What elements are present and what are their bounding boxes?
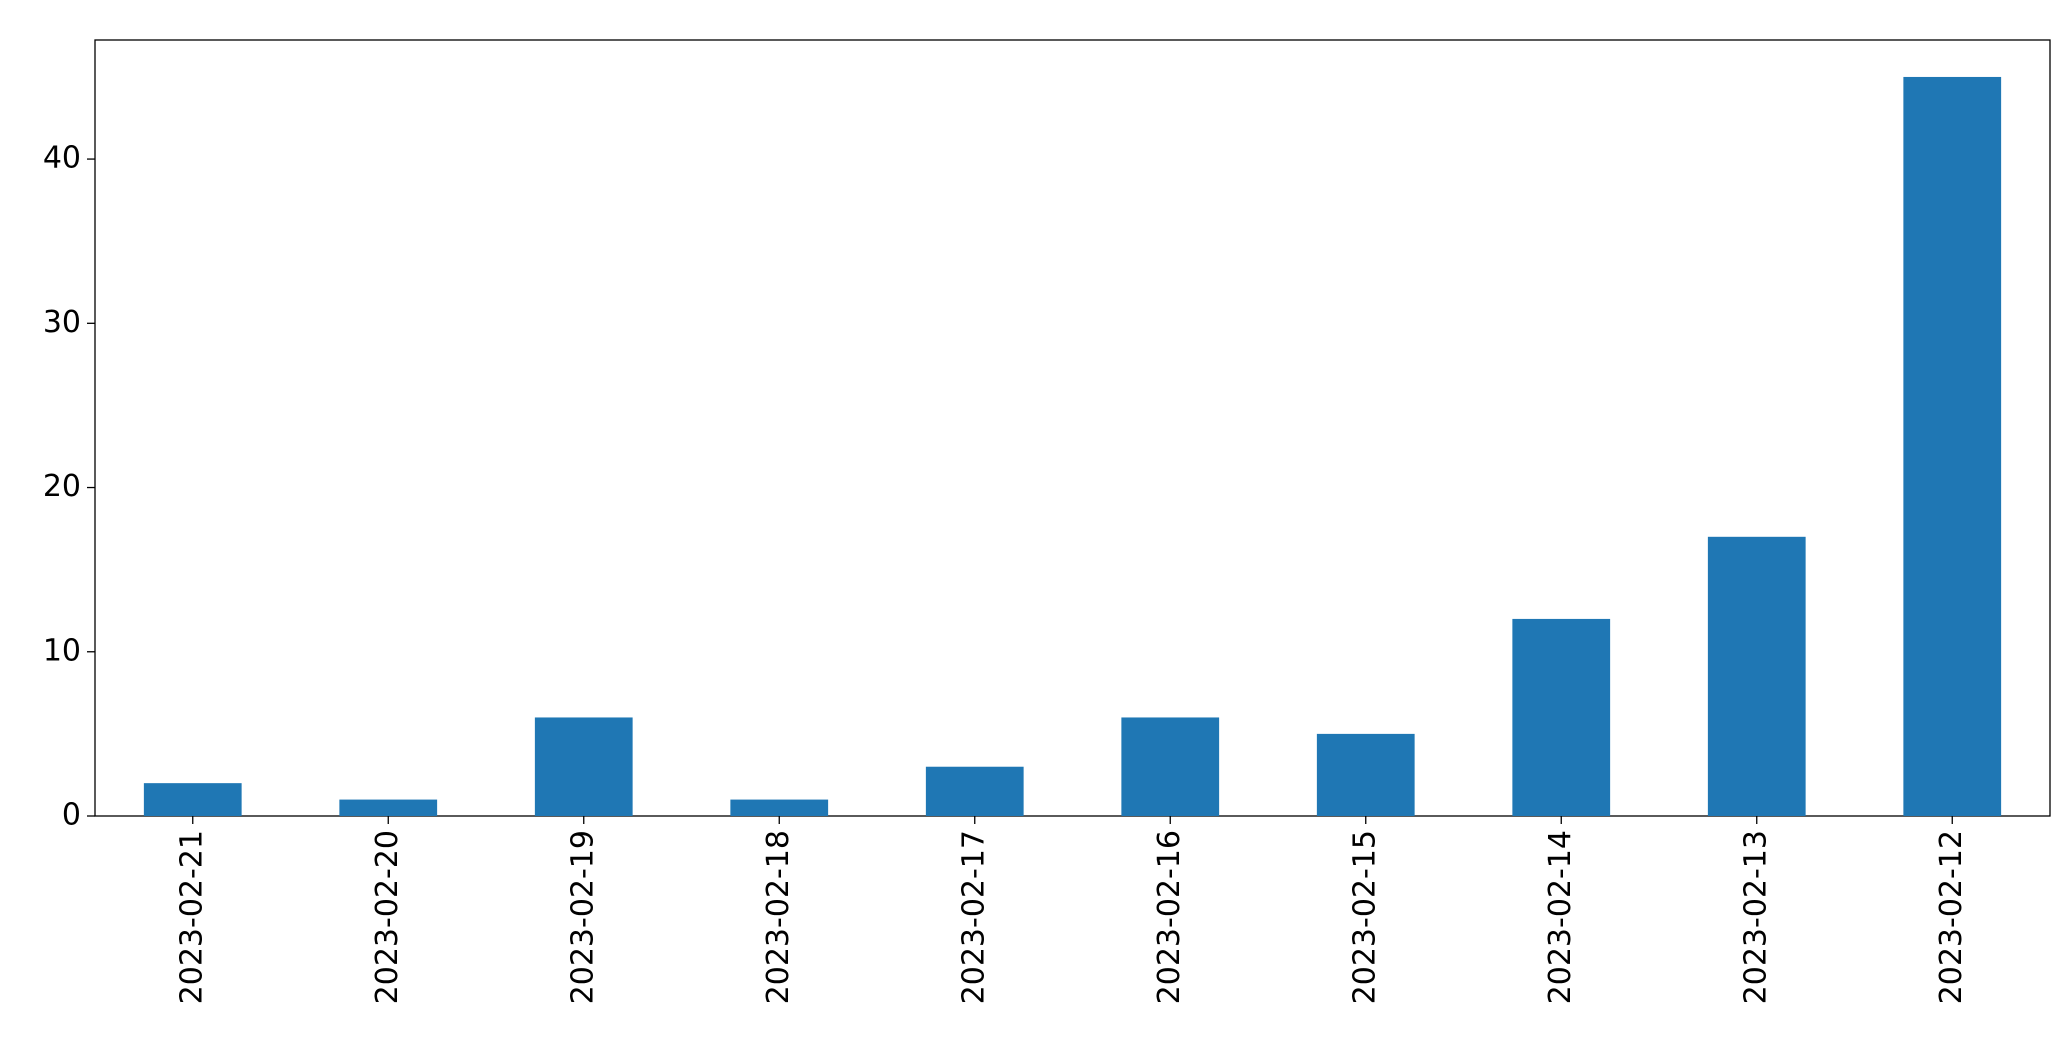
bar: [339, 799, 438, 816]
x-tick-label: 2023-02-19: [565, 830, 600, 1004]
bar: [730, 799, 829, 816]
x-tick-label: 2023-02-21: [174, 830, 209, 1004]
x-tick-label: 2023-02-16: [1152, 830, 1187, 1004]
x-tick-label: 2023-02-20: [370, 830, 405, 1004]
bar: [1121, 717, 1220, 816]
bar: [534, 717, 633, 816]
y-tick-label: 10: [43, 633, 81, 668]
x-tick-label: 2023-02-14: [1543, 830, 1578, 1004]
bar: [1903, 76, 2002, 816]
y-tick-label: 40: [43, 141, 81, 176]
y-tick-label: 0: [62, 798, 81, 833]
x-tick-label: 2023-02-18: [761, 830, 796, 1004]
x-tick-label: 2023-02-12: [1934, 830, 1969, 1004]
x-tick-label: 2023-02-17: [956, 830, 991, 1004]
plot-frame: [94, 39, 2051, 817]
bar: [143, 783, 242, 816]
bar: [1316, 733, 1415, 816]
x-tick-label: 2023-02-15: [1347, 830, 1382, 1004]
bar: [1512, 618, 1611, 816]
bar: [925, 766, 1024, 816]
y-tick-label: 20: [43, 469, 81, 504]
y-tick-label: 30: [43, 305, 81, 340]
bar: [1707, 536, 1806, 816]
x-tick-label: 2023-02-13: [1738, 830, 1773, 1004]
